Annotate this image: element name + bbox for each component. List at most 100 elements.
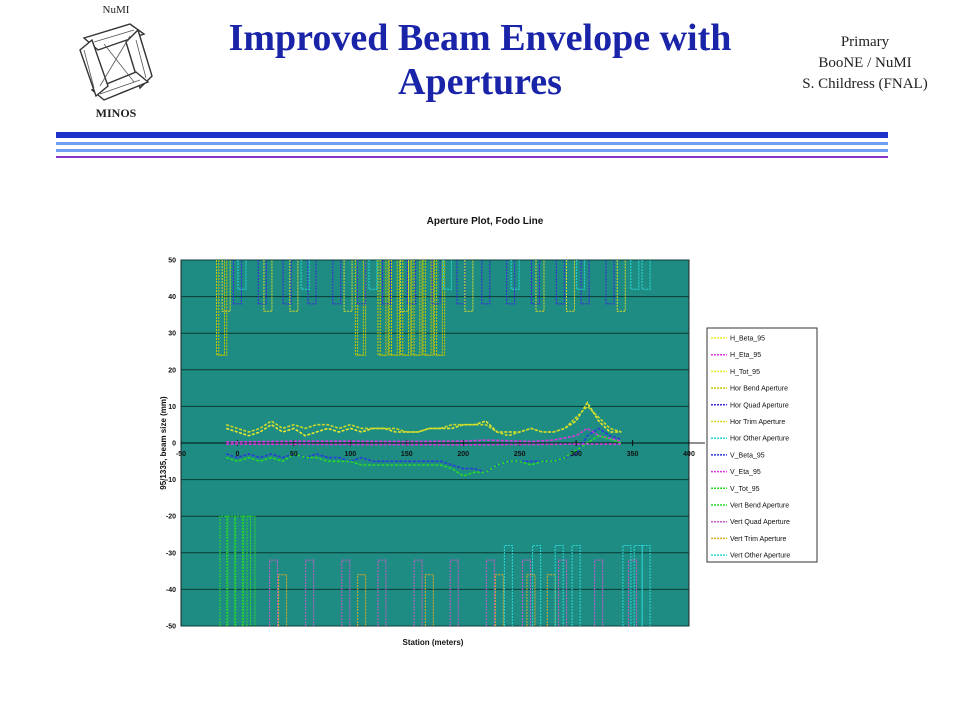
aperture-mark <box>379 260 389 356</box>
aperture-mark <box>558 559 568 626</box>
legend-layer: H_Beta_95 H_Eta_95 H_Tot_95 Hor Bend Apertu… <box>711 336 790 560</box>
aperture-mark <box>622 544 632 626</box>
legend-entry: H_Tot_95 <box>730 369 760 376</box>
numi-minos-logo: NuMI MINOS <box>62 2 170 120</box>
aperture-mark <box>616 260 626 312</box>
x-tick-label: 350 <box>627 451 639 458</box>
aperture-mark <box>576 260 586 290</box>
aperture-mark <box>357 260 367 356</box>
aperture-mark <box>390 260 400 356</box>
aperture-mark <box>442 260 452 290</box>
aperture-mark <box>235 515 245 626</box>
header-rule-light-2 <box>56 149 888 152</box>
series-line <box>225 405 622 437</box>
aperture-mark <box>278 574 288 626</box>
aperture-mark <box>554 544 564 626</box>
legend-entry: H_Beta_95 <box>730 336 765 343</box>
aperture-mark <box>630 260 640 290</box>
aperture-mark <box>641 260 651 290</box>
aperture-mark <box>413 260 423 356</box>
y-tick-label: -20 <box>166 514 176 521</box>
aperture-mark <box>289 260 299 312</box>
y-tick-label: -10 <box>166 477 176 484</box>
header-rule-purple <box>56 156 888 158</box>
aperture-mark <box>481 260 491 305</box>
aperture-mark <box>464 260 474 312</box>
aperture-mark <box>241 515 251 626</box>
aperture-mark <box>218 260 228 356</box>
aperture-mark <box>357 574 367 626</box>
aperture-mark <box>510 260 520 290</box>
legend-entry: Vert Bend Aperture <box>730 503 789 510</box>
aperture-mark <box>307 260 317 305</box>
aperture-mark <box>221 260 231 312</box>
y-tick-label: 30 <box>168 331 176 338</box>
aperture-mark <box>521 559 531 626</box>
aperture-mark <box>257 260 267 305</box>
legend-entry: Vert Other Aperture <box>730 553 790 560</box>
aperture-mark <box>628 559 638 626</box>
aperture-mark <box>424 260 434 356</box>
aperture-mark <box>565 260 575 312</box>
aperture-mark <box>503 544 513 626</box>
affiliation-line-2: BooNE / NuMI <box>818 55 912 71</box>
aperture-mark <box>237 260 247 290</box>
x-tick-label: 100 <box>344 451 356 458</box>
aperture-mark <box>357 260 367 305</box>
aperture-mark <box>605 260 615 305</box>
affiliation-block: Primary BooNE / NuMI S. Childress (FNAL) <box>780 32 950 95</box>
aperture-mark <box>406 260 416 305</box>
legend-box <box>706 327 818 563</box>
series-line <box>225 427 622 474</box>
chart-title: Aperture Plot, Fodo Line <box>427 216 544 227</box>
affiliation-line-3: S. Childress (FNAL) <box>802 76 928 92</box>
legend-entry: V_Eta_95 <box>730 469 761 476</box>
aperture-mark <box>377 559 387 626</box>
series-layer <box>225 401 622 477</box>
y-tick-label: 20 <box>168 367 176 374</box>
aperture-mark <box>343 260 353 312</box>
y-tick-label: 10 <box>168 404 176 411</box>
legend-entry: Hor Bend Aperture <box>730 386 788 393</box>
series-line <box>225 434 622 477</box>
aperture-mark <box>580 260 590 305</box>
aperture-mark <box>368 260 378 290</box>
x-tick-label: 0 <box>235 451 239 458</box>
x-tick-label: -50 <box>176 451 186 458</box>
aperture-mark <box>263 260 273 312</box>
legend-entry: Hor Trim Aperture <box>730 419 785 426</box>
logo-top-text: NuMI <box>102 4 130 16</box>
aperture-mark <box>594 559 604 626</box>
aperture-mark <box>341 559 351 626</box>
aperture-mark <box>219 515 229 626</box>
aperture-mark <box>305 559 315 626</box>
aperture-mark <box>571 544 581 626</box>
aperture-mark <box>555 260 565 305</box>
aperture-mark <box>535 260 545 312</box>
y-tick-label: 40 <box>168 294 176 301</box>
series-line <box>225 401 622 437</box>
aperture-mark <box>332 260 342 305</box>
y-tick-label: 50 <box>168 258 176 265</box>
header-rule-thick <box>56 132 888 138</box>
header-rule-light-1 <box>56 142 888 145</box>
aperture-mark <box>641 544 651 626</box>
x-tick-label: 50 <box>290 451 298 458</box>
y-tick-label: -30 <box>166 550 176 557</box>
aperture-mark <box>494 574 504 626</box>
legend-entry: Hor Other Aperture <box>730 436 789 443</box>
legend-entry: V_Tot_95 <box>730 486 760 493</box>
x-tick-label: 150 <box>401 451 413 458</box>
aperture-mark <box>400 260 410 312</box>
aperture-mark <box>226 515 236 626</box>
y-tick-label: -50 <box>166 624 176 631</box>
aperture-mark <box>413 559 423 626</box>
series-line <box>226 443 622 446</box>
aperture-mark <box>381 260 391 305</box>
aperture-layer <box>216 260 651 626</box>
aperture-mark <box>402 260 412 356</box>
aperture-mark <box>431 260 441 305</box>
legend-entry: Hor Quad Aperture <box>730 402 789 409</box>
